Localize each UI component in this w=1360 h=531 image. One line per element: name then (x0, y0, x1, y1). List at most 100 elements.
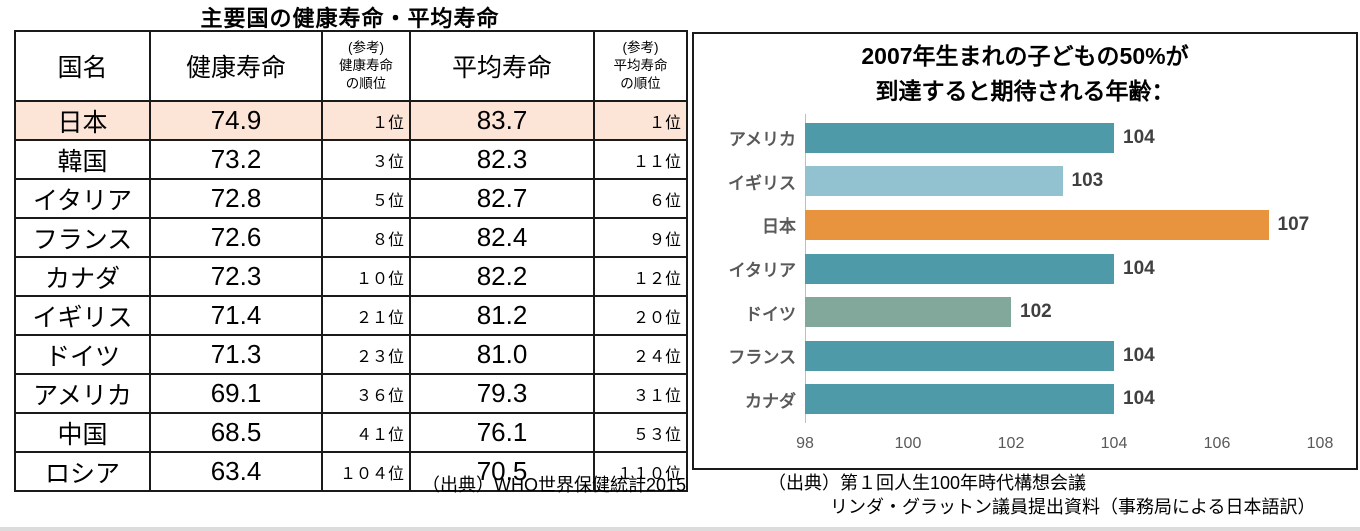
bar (805, 253, 1114, 284)
healthy_rank-cell: ８位 (321, 217, 411, 258)
table-header-row: 国名 健康寿命 (参考) 健康寿命 の順位 平均寿命 (参考) 平均寿命 の順位 (14, 30, 688, 102)
table-row: 日本 74.9 １位 83.7 １位 (14, 100, 688, 141)
bar-category-label: フランス (728, 348, 796, 368)
average-cell: 83.7 (409, 100, 595, 141)
column-header-line: 平均寿命 (613, 58, 668, 74)
bar (805, 297, 1011, 328)
average_rank-cell: １位 (593, 100, 688, 141)
healthy-cell: 72.8 (149, 178, 323, 219)
average_rank-cell: １１位 (593, 139, 688, 180)
bar-track: 104 (805, 334, 1320, 378)
healthy_rank-cell: ２１位 (321, 295, 411, 336)
bar-row: カナダ 104 (704, 377, 1344, 421)
country-cell: ロシア (14, 451, 151, 492)
bar-track: 104 (805, 247, 1320, 291)
bar (805, 384, 1114, 415)
column-header-country: 国名 (14, 30, 151, 102)
average-cell: 82.3 (409, 139, 595, 180)
bar (805, 166, 1063, 197)
bar-track: 102 (805, 290, 1320, 334)
x-tick-label: 98 (796, 435, 814, 452)
x-tick-label: 106 (1203, 435, 1231, 452)
bar-value-label: 107 (1277, 213, 1310, 235)
column-header-line: の順位 (345, 75, 387, 91)
column-header-healthy_rank: (参考) 健康寿命 の順位 (321, 30, 411, 102)
country-cell: 日本 (14, 100, 151, 141)
bar-category-label: ドイツ (745, 304, 796, 324)
healthy_rank-cell: １０位 (321, 256, 411, 297)
table-source-note: （出典）WHO世界保健統計2015 (421, 475, 686, 495)
average_rank-cell: １２位 (593, 256, 688, 297)
bar-track: 104 (805, 377, 1320, 421)
x-tick-label: 104 (1100, 435, 1128, 452)
average-cell: 82.7 (409, 178, 595, 219)
country-cell: イタリア (14, 178, 151, 219)
bar-value-label: 102 (1020, 301, 1052, 323)
average-cell: 70.5 (409, 451, 595, 492)
healthy_rank-cell: １位 (321, 100, 411, 141)
table-row: ドイツ 71.3 ２３位 81.0 ２４位 (14, 334, 688, 375)
healthy_rank-cell: ２３位 (321, 334, 411, 375)
table-row: 中国 68.5 ４１位 76.1 ５３位 (14, 412, 688, 453)
life-expectancy-chart: 2007年生まれの子どもの50%が 到達すると期待される年齢： アメリカ 104 イ… (692, 32, 1358, 470)
bar-row: アメリカ 104 (704, 116, 1344, 160)
table-row: ロシア 63.4 １０４位 70.5 １１０位 (14, 451, 688, 492)
healthy-cell: 72.3 (149, 256, 323, 297)
table-row: イタリア 72.8 ５位 82.7 ６位 (14, 178, 688, 219)
country-cell: 韓国 (14, 139, 151, 180)
table-row: カナダ 72.3 １０位 82.2 １２位 (14, 256, 688, 297)
chart-title-line1: 2007年生まれの子どもの50%が (861, 43, 1189, 69)
bar-value-label: 104 (1123, 257, 1155, 279)
average_rank-cell: ２４位 (593, 334, 688, 375)
bar-value-label: 103 (1071, 170, 1104, 192)
column-header-line: (参考) (348, 40, 384, 56)
column-header-average: 平均寿命 (409, 30, 595, 102)
table-header: 国名 健康寿命 (参考) 健康寿命 の順位 平均寿命 (参考) 平均寿命 の順位 (14, 30, 688, 102)
average_rank-cell: ９位 (593, 217, 688, 258)
table-row: フランス 72.6 ８位 82.4 ９位 (14, 217, 688, 258)
average-cell: 81.2 (409, 295, 595, 336)
bar-value-label: 104 (1123, 126, 1155, 148)
healthy_rank-cell: １０４位 (321, 451, 411, 492)
bar-category-label: アメリカ (728, 130, 796, 150)
bottom-divider-strip (0, 527, 1360, 531)
average-cell: 79.3 (409, 373, 595, 414)
bar-track: 107 (805, 203, 1320, 247)
healthy-cell: 74.9 (149, 100, 323, 141)
healthy-cell: 63.4 (149, 451, 323, 492)
bar-track: 104 (805, 116, 1320, 160)
bar (805, 340, 1114, 371)
healthy_rank-cell: ４１位 (321, 412, 411, 453)
average_rank-cell: ３１位 (593, 373, 688, 414)
chart-source-line1: （出典）第１回人生100年時代構想会議 (768, 473, 1087, 493)
country-table-body: 日本 74.9 １位 83.7 １位 韓国 73.2 ３位 82.3 １１位 イタリア 72.8 ５位 8… (14, 100, 688, 492)
bar (805, 209, 1269, 240)
x-axis: 98 100 102 104 106 108 (796, 435, 1333, 457)
healthy-cell: 68.5 (149, 412, 323, 453)
country-cell: イギリス (14, 295, 151, 336)
healthy_rank-cell: ５位 (321, 178, 411, 219)
country-cell: カナダ (14, 256, 151, 297)
bar-row: イタリア 104 (704, 247, 1344, 291)
table-row: 韓国 73.2 ３位 82.3 １１位 (14, 139, 688, 180)
column-header-healthy: 健康寿命 (149, 30, 323, 102)
x-tick-label: 102 (997, 435, 1025, 452)
bar-category-label: イギリス (728, 173, 796, 193)
health-expectancy-table: 国名 健康寿命 (参考) 健康寿命 の順位 平均寿命 (参考) 平均寿命 の順位 日本 74.9 １… (14, 30, 688, 492)
column-header-line: 健康寿命 (339, 58, 393, 74)
chart-source-note: （出典）第１回人生100年時代構想会議 リンダ・グラットン議員提出資料（事務局に… (768, 471, 1315, 520)
healthy-cell: 71.3 (149, 334, 323, 375)
chart-title-line2: 到達すると期待される年齢： (875, 77, 1175, 104)
healthy-cell: 69.1 (149, 373, 323, 414)
bar-value-label: 104 (1123, 388, 1155, 410)
column-header-average_rank: (参考) 平均寿命 の順位 (593, 30, 688, 102)
chart-title: 2007年生まれの子どもの50%が 到達すると期待される年齢： (694, 39, 1356, 108)
average-cell: 82.2 (409, 256, 595, 297)
average_rank-cell: ２０位 (593, 295, 688, 336)
bar-value-label: 104 (1123, 344, 1155, 366)
average-cell: 82.4 (409, 217, 595, 258)
bar (805, 122, 1114, 153)
average_rank-cell: １１０位 (593, 451, 688, 492)
bar-category-label: イタリア (728, 261, 796, 281)
average_rank-cell: ５３位 (593, 412, 688, 453)
